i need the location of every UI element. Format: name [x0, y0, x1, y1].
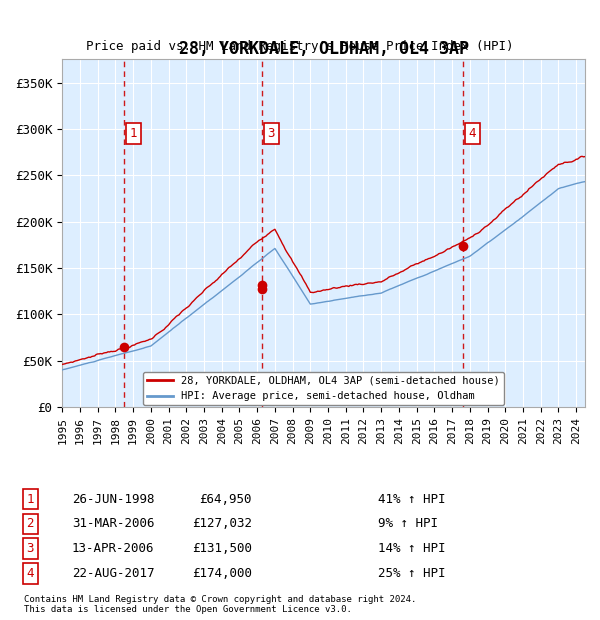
- Text: 41% ↑ HPI: 41% ↑ HPI: [378, 493, 445, 505]
- Text: £174,000: £174,000: [192, 567, 252, 580]
- Text: 31-MAR-2006: 31-MAR-2006: [72, 518, 155, 530]
- Text: 1: 1: [26, 493, 34, 505]
- Text: 13-APR-2006: 13-APR-2006: [72, 542, 155, 555]
- Text: 3: 3: [268, 127, 275, 140]
- Text: 26-JUN-1998: 26-JUN-1998: [72, 493, 155, 505]
- Text: 4: 4: [26, 567, 34, 580]
- Legend: 28, YORKDALE, OLDHAM, OL4 3AP (semi-detached house), HPI: Average price, semi-de: 28, YORKDALE, OLDHAM, OL4 3AP (semi-deta…: [143, 372, 505, 405]
- Text: 14% ↑ HPI: 14% ↑ HPI: [378, 542, 445, 555]
- Text: £64,950: £64,950: [199, 493, 252, 505]
- Text: Contains HM Land Registry data © Crown copyright and database right 2024.: Contains HM Land Registry data © Crown c…: [24, 595, 416, 604]
- Text: This data is licensed under the Open Government Licence v3.0.: This data is licensed under the Open Gov…: [24, 604, 352, 614]
- Text: 3: 3: [26, 542, 34, 555]
- Text: Price paid vs. HM Land Registry's House Price Index (HPI): Price paid vs. HM Land Registry's House …: [86, 40, 514, 53]
- Text: 2: 2: [26, 518, 34, 530]
- Text: 4: 4: [469, 127, 476, 140]
- Text: 1: 1: [130, 127, 137, 140]
- Text: 22-AUG-2017: 22-AUG-2017: [72, 567, 155, 580]
- Text: £131,500: £131,500: [192, 542, 252, 555]
- Text: 25% ↑ HPI: 25% ↑ HPI: [378, 567, 445, 580]
- Title: 28, YORKDALE, OLDHAM, OL4 3AP: 28, YORKDALE, OLDHAM, OL4 3AP: [179, 40, 469, 58]
- Text: £127,032: £127,032: [192, 518, 252, 530]
- Text: 9% ↑ HPI: 9% ↑ HPI: [378, 518, 438, 530]
